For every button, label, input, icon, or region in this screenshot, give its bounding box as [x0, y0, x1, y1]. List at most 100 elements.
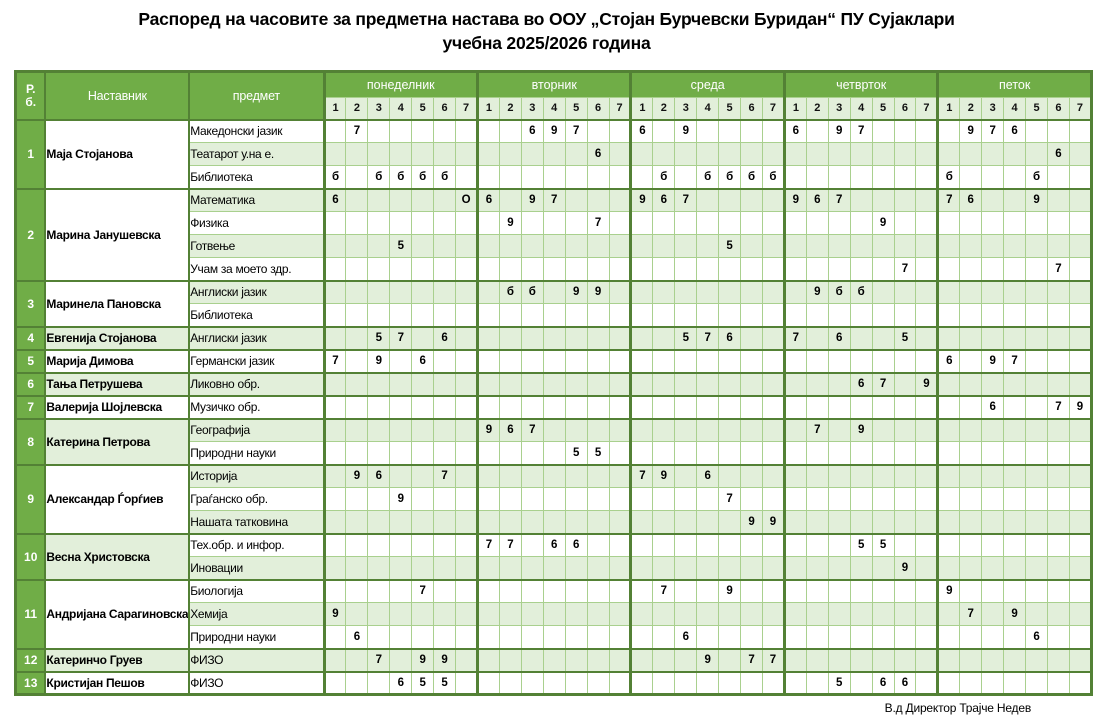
schedule-cell-wednesday-p4: [696, 211, 720, 235]
schedule-cell-friday-p6: 7: [1046, 394, 1070, 419]
schedule-cell-monday-p4: [389, 257, 413, 281]
schedule-cell-monday-p5: [411, 394, 435, 419]
schedule-cell-friday-p2: [959, 303, 983, 327]
schedule-cell-thursday-p7: [915, 441, 939, 465]
schedule-cell-friday-p4: 7: [1003, 348, 1027, 373]
schedule-cell-monday-p3: [367, 142, 391, 166]
schedule-cell-friday-p5: [1025, 303, 1048, 327]
row-number: 2: [15, 187, 46, 281]
schedule-cell-wednesday-p3: [674, 165, 698, 189]
schedule-cell-friday-p5: [1025, 234, 1048, 258]
schedule-cell-wednesday-p1: [629, 602, 654, 626]
schedule-cell-tuesday-p4: [542, 279, 566, 304]
schedule-cell-friday-p2: [959, 257, 983, 281]
subject-name: ФИЗО: [188, 647, 325, 672]
schedule-cell-thursday-p5: 7: [871, 371, 895, 396]
schedule-cell-wednesday-p4: [696, 257, 720, 281]
schedule-cell-tuesday-p1: [476, 257, 500, 281]
schedule-cell-monday-p5: [411, 257, 435, 281]
schedule-row: 1 Маја Стојанова Македонски јазик 7 6 9 7 6 9 6 9 7…: [15, 118, 1093, 189]
schedule-cell-monday-p2: [345, 303, 369, 327]
schedule-cell-thursday-p6: [893, 625, 917, 649]
schedule-cell-tuesday-p5: [564, 211, 588, 235]
schedule-cell-friday-p1: [936, 647, 961, 672]
schedule-cell-thursday-p5: [871, 625, 895, 649]
schedule-cell-thursday-p1: [782, 142, 807, 166]
schedule-cell-wednesday-p4: [696, 556, 720, 580]
schedule-cell-friday-p3: [981, 325, 1005, 350]
schedule-cell-friday-p6: [1046, 602, 1070, 626]
schedule-cell-friday-p4: [1003, 625, 1027, 649]
schedule-cell-monday-p4: [389, 625, 413, 649]
schedule-cell-friday-p5: [1025, 118, 1048, 143]
schedule-cell-friday-p7: [1068, 647, 1093, 672]
schedule-cell-tuesday-p4: [542, 670, 566, 695]
schedule-cell-wednesday-p5: [718, 257, 742, 281]
schedule-cell-thursday-p7: [915, 303, 939, 327]
schedule-cell-wednesday-p7: [762, 556, 785, 580]
schedule-cell-monday-p7: [455, 556, 479, 580]
schedule-cell-monday-p5: [411, 441, 435, 465]
schedule-cell-thursday-p5: [871, 602, 895, 626]
schedule-cell-tuesday-p5: [564, 510, 588, 534]
schedule-cell-monday-p6: [433, 578, 457, 603]
schedule-cell-friday-p3: 6: [981, 394, 1005, 419]
schedule-cell-tuesday-p7: [608, 279, 632, 304]
schedule-cell-wednesday-p4: [696, 532, 720, 557]
schedule-cell-wednesday-p6: [740, 348, 763, 373]
schedule-cell-monday-p1: б: [322, 165, 347, 189]
schedule-cell-thursday-p5: 9: [871, 211, 895, 235]
schedule-cell-thursday-p4: [849, 510, 873, 534]
schedule-cell-thursday-p6: [893, 487, 917, 511]
schedule-cell-tuesday-p1: [476, 487, 500, 511]
schedule-cell-monday-p3: [367, 670, 391, 695]
schedule-cell-thursday-p2: [805, 463, 829, 488]
row-number: 13: [15, 670, 46, 695]
schedule-cell-friday-p6: [1046, 625, 1070, 649]
schedule-cell-friday-p2: [959, 211, 983, 235]
schedule-row: 7 Валерија Шојлевска Музичко обр. 6 7 9: [15, 394, 1093, 419]
schedule-cell-wednesday-p7: 7: [762, 647, 785, 672]
schedule-cell-tuesday-p3: [520, 257, 544, 281]
schedule-cell-thursday-p2: [805, 142, 829, 166]
schedule-cell-tuesday-p1: [476, 602, 500, 626]
schedule-cell-tuesday-p3: [520, 532, 544, 557]
schedule-cell-wednesday-p3: [674, 510, 698, 534]
schedule-cell-thursday-p6: [893, 532, 917, 557]
schedule-cell-tuesday-p7: [608, 510, 632, 534]
schedule-cell-tuesday-p3: [520, 234, 544, 258]
period-header: 3: [367, 97, 391, 121]
schedule-cell-tuesday-p3: 6: [520, 118, 544, 143]
schedule-cell-friday-p2: [959, 234, 983, 258]
schedule-cell-friday-p3: [981, 647, 1005, 672]
schedule-cell-wednesday-p3: [674, 441, 698, 465]
schedule-cell-thursday-p4: [849, 647, 873, 672]
schedule-cell-wednesday-p4: 7: [696, 325, 720, 350]
schedule-cell-wednesday-p7: [762, 211, 785, 235]
period-header: 7: [608, 97, 632, 121]
schedule-cell-tuesday-p6: [586, 487, 610, 511]
schedule-cell-tuesday-p5: [564, 417, 588, 442]
schedule-cell-tuesday-p4: [542, 578, 566, 603]
row-number: 5: [15, 348, 46, 373]
schedule-row: Театарот у.на е. 6 6: [16, 142, 1093, 166]
schedule-cell-tuesday-p6: [586, 257, 610, 281]
schedule-cell-monday-p7: [455, 670, 479, 695]
schedule-cell-wednesday-p3: 9: [674, 118, 698, 143]
schedule-cell-monday-p5: [411, 142, 435, 166]
schedule-cell-friday-p3: [981, 625, 1005, 649]
schedule-cell-tuesday-p2: [498, 234, 522, 258]
schedule-cell-tuesday-p7: [608, 670, 632, 695]
schedule-cell-thursday-p1: [782, 371, 807, 396]
schedule-cell-wednesday-p6: [740, 487, 763, 511]
title-line-2: учебна 2025/2026 година: [442, 33, 651, 53]
schedule-cell-thursday-p5: 6: [871, 670, 895, 695]
schedule-cell-monday-p2: [345, 441, 369, 465]
schedule-cell-monday-p5: [411, 532, 435, 557]
schedule-cell-wednesday-p5: [718, 394, 742, 419]
schedule-cell-wednesday-p2: [652, 211, 676, 235]
schedule-cell-wednesday-p1: [629, 670, 654, 695]
schedule-cell-wednesday-p6: 7: [740, 647, 763, 672]
schedule-cell-friday-p3: [981, 371, 1005, 396]
schedule-cell-friday-p3: [981, 142, 1005, 166]
